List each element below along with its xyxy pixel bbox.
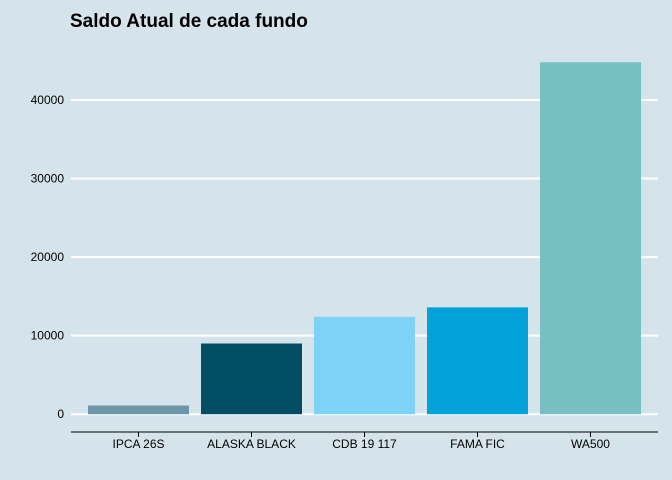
y-tick-label: 10000	[31, 329, 65, 343]
bars	[88, 62, 641, 415]
bar	[314, 316, 415, 415]
bar	[540, 62, 641, 415]
bar	[88, 405, 189, 415]
chart-title: Saldo Atual de cada fundo	[70, 11, 308, 32]
x-tick-label: WA500	[571, 437, 610, 451]
x-tick-label: IPCA 26S	[112, 437, 164, 451]
bar	[201, 343, 302, 415]
x-tick-label: FAMA FIC	[450, 437, 505, 451]
y-tick-label: 40000	[31, 93, 65, 107]
axes: 0 10000 20000 30000 40000 IPCA 26S ALASKA BLAC…	[31, 93, 658, 451]
bar	[427, 307, 528, 415]
y-tick-label: 0	[57, 407, 64, 421]
y-tick-label: 20000	[31, 250, 65, 264]
x-tick-label: CDB 19 117	[332, 437, 397, 451]
x-tick-label: ALASKA BLACK	[207, 437, 296, 451]
y-tick-label: 30000	[31, 172, 65, 186]
